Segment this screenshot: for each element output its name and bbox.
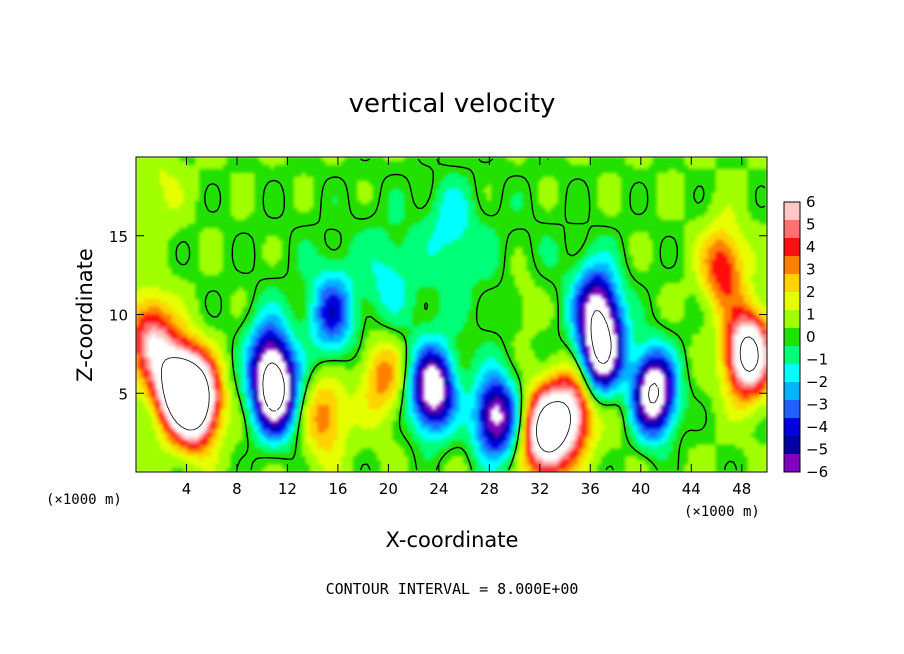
chart-title: vertical velocity — [349, 89, 556, 119]
contour-level-0 — [175, 158, 766, 471]
x-axis-label: X-coordinate — [386, 528, 519, 552]
x-axis: 4 8 12 16 20 24 28 32 36 40 44 48 — [182, 157, 751, 498]
colorbar-tick-label: 5 — [806, 216, 816, 234]
x-tick-label: 48 — [732, 480, 751, 498]
x-tick-label: 44 — [682, 480, 701, 498]
x-tick-label: 12 — [278, 480, 297, 498]
colorbar-tick-label: −4 — [806, 418, 828, 436]
contour-interval-note: CONTOUR INTERVAL = 8.000E+00 — [326, 580, 579, 598]
colorbar-swatch — [784, 400, 800, 419]
colorbar-tick-label: 0 — [806, 328, 816, 346]
colorbar-swatch — [784, 202, 800, 221]
x-tick-label: 20 — [379, 480, 398, 498]
colorbar-swatch — [784, 454, 800, 473]
colorbar-tick-label: 4 — [806, 238, 816, 256]
y-axis-label: Z-coordinate — [73, 248, 97, 382]
x-tick-label: 36 — [581, 480, 600, 498]
colorbar-frame — [783, 201, 801, 473]
colorbar-swatch — [784, 436, 800, 455]
heatmap-image — [136, 157, 767, 472]
colorbar-swatch — [784, 364, 800, 383]
colorbar-tick-label: −1 — [806, 351, 828, 369]
colorbar-swatch — [784, 220, 800, 239]
y-axis: 5 10 15 — [109, 228, 767, 403]
colorbar-tick-label: 6 — [806, 193, 816, 211]
x-tick-label: 40 — [631, 480, 650, 498]
y-tick-label: 5 — [118, 385, 128, 403]
colorbar-swatch — [784, 292, 800, 311]
colorbar: 6 5 4 3 2 1 0 −1 −2 −3 −4 −5 −6 — [783, 193, 828, 481]
colorbar-tick-label: 1 — [806, 306, 816, 324]
x-axis-unit: (×1000 m) — [684, 504, 760, 520]
y-axis-unit: (×1000 m) — [46, 492, 122, 508]
colorbar-swatch — [784, 328, 800, 347]
colorbar-swatch — [784, 238, 800, 257]
y-tick-label: 15 — [109, 228, 128, 246]
contour-level-neg8 — [262, 310, 660, 412]
colorbar-swatch — [784, 256, 800, 275]
colorbar-tick-label: −6 — [806, 463, 828, 481]
colorbar-swatch — [784, 382, 800, 401]
colorbar-swatch — [784, 274, 800, 293]
colorbar-swatch — [784, 346, 800, 365]
colorbar-tick-label: −2 — [806, 373, 828, 391]
colorbar-swatch — [784, 310, 800, 329]
x-tick-label: 16 — [328, 480, 347, 498]
x-tick-label: 8 — [232, 480, 242, 498]
colorbar-tick-label: 3 — [806, 261, 816, 279]
colorbar-tick-label: −5 — [806, 441, 828, 459]
colorbar-tick-label: 2 — [806, 283, 816, 301]
contour-lines — [161, 158, 766, 471]
colorbar-tick-label: −3 — [806, 396, 828, 414]
colorbar-swatch — [784, 418, 800, 437]
x-tick-label: 24 — [429, 480, 448, 498]
x-tick-label: 32 — [530, 480, 549, 498]
x-tick-label: 4 — [182, 480, 192, 498]
contour-level-8 — [161, 336, 759, 453]
y-tick-label: 10 — [109, 307, 128, 325]
heatmap-field — [136, 157, 767, 472]
x-tick-label: 28 — [480, 480, 499, 498]
